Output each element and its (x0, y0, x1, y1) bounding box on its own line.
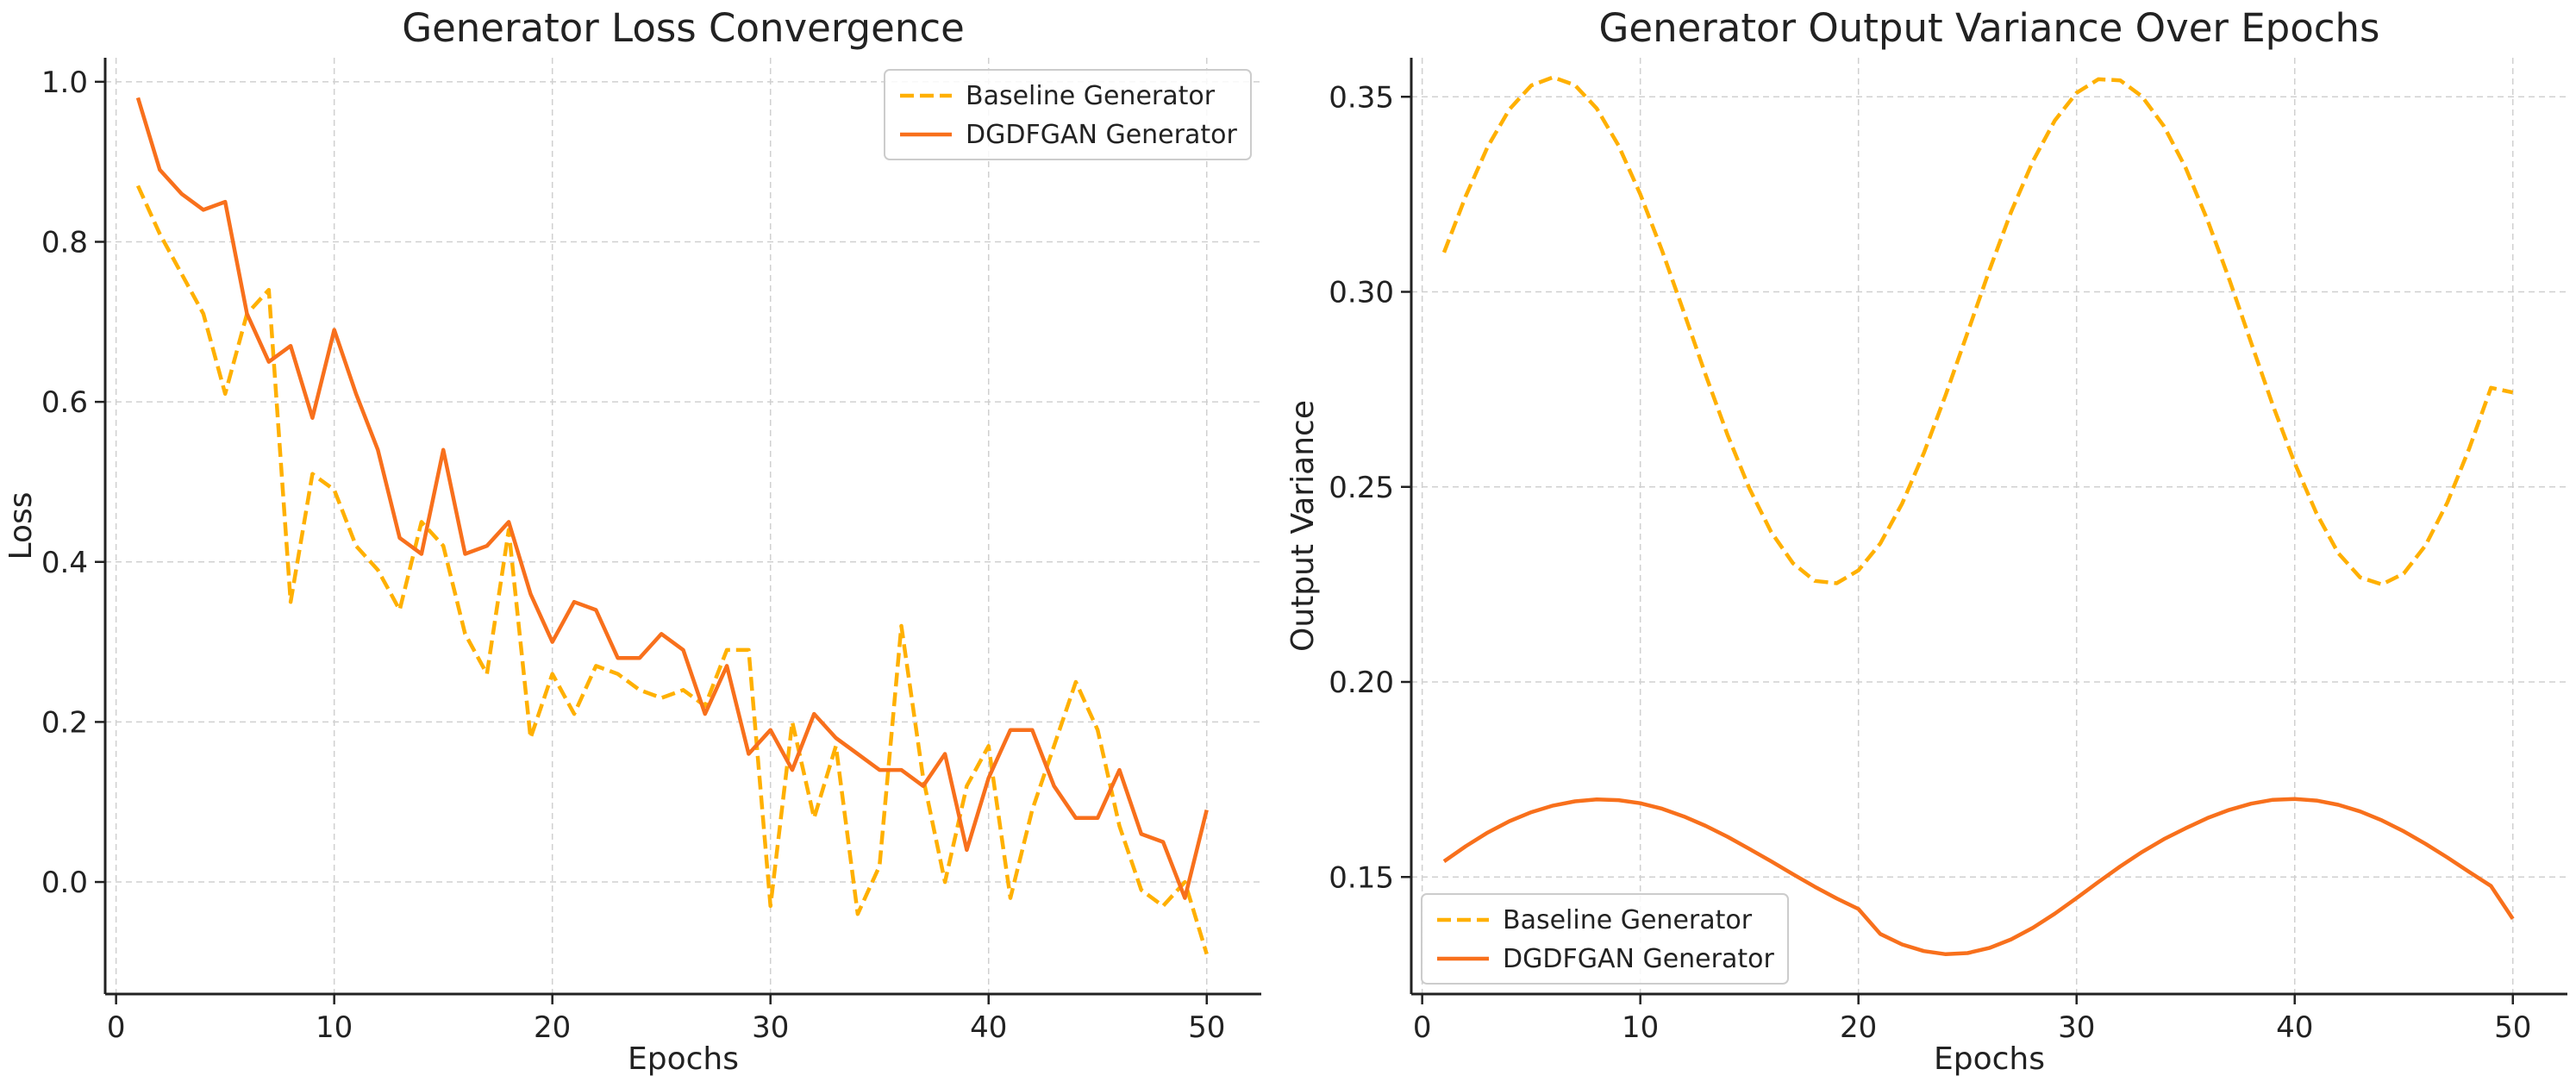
x-tick-label: 30 (2058, 1010, 2095, 1045)
y-tick-label: 0.20 (1329, 666, 1394, 700)
x-tick-label: 50 (2494, 1010, 2531, 1045)
y-tick-label: 0.30 (1329, 276, 1394, 310)
x-tick-label: 40 (970, 1010, 1007, 1045)
x-tick-label: 0 (1413, 1010, 1432, 1045)
legend-box (884, 69, 1252, 160)
y-tick-label: 1.0 (41, 66, 88, 100)
legend: Baseline Generator DGDFGAN Generator (1421, 893, 1789, 985)
x-tick-label: 0 (107, 1010, 126, 1045)
chart-title: Generator Output Variance Over Epochs (1599, 5, 2380, 51)
series-line-baseline (1441, 75, 2514, 587)
x-axis-label: Epochs (628, 1041, 739, 1077)
x-tick-label: 30 (752, 1010, 789, 1045)
series-line-dgdfgan (1442, 797, 2515, 957)
y-axis-label: Loss (3, 492, 39, 560)
y-tick-label: 0.15 (1329, 860, 1394, 895)
legend-entry-label: DGDFGAN Generator (1503, 944, 1774, 974)
series-line-baseline (135, 184, 1209, 955)
y-tick-label: 0.0 (41, 866, 88, 900)
y-tick-label: 0.35 (1329, 80, 1394, 115)
legend-entry-label: Baseline Generator (966, 81, 1216, 111)
chart-panel-2: 0 10 20 30 40 50 0.15 0.20 0.25 0.30 0.35 Generator… (1285, 5, 2567, 1077)
y-tick-label: 0.8 (41, 225, 88, 259)
x-axis-label: Epochs (1934, 1041, 2045, 1077)
series-line-dgdfgan (135, 97, 1209, 900)
x-tick-label: 10 (316, 1010, 353, 1045)
legend-box (1421, 893, 1789, 985)
y-tick-label: 0.2 (41, 705, 88, 740)
legend: Baseline Generator DGDFGAN Generator (884, 69, 1252, 160)
x-tick-label: 40 (2276, 1010, 2313, 1045)
y-tick-label: 0.6 (41, 385, 88, 420)
x-tick-label: 20 (534, 1010, 571, 1045)
x-tick-label: 10 (1622, 1010, 1659, 1045)
chart-panel-1: 0 10 20 30 40 50 0.0 0.2 0.4 0.6 0.8 1.0 Generator L… (3, 5, 1261, 1077)
chart-title: Generator Loss Convergence (402, 5, 965, 51)
y-tick-label: 0.25 (1329, 471, 1394, 505)
y-axis-label: Output Variance (1285, 400, 1321, 652)
x-tick-label: 20 (1840, 1010, 1877, 1045)
x-tick-label: 50 (1188, 1010, 1225, 1045)
legend-entry-label: Baseline Generator (1503, 905, 1753, 935)
legend-entry-label: DGDFGAN Generator (966, 120, 1237, 150)
y-tick-label: 0.4 (41, 546, 88, 580)
